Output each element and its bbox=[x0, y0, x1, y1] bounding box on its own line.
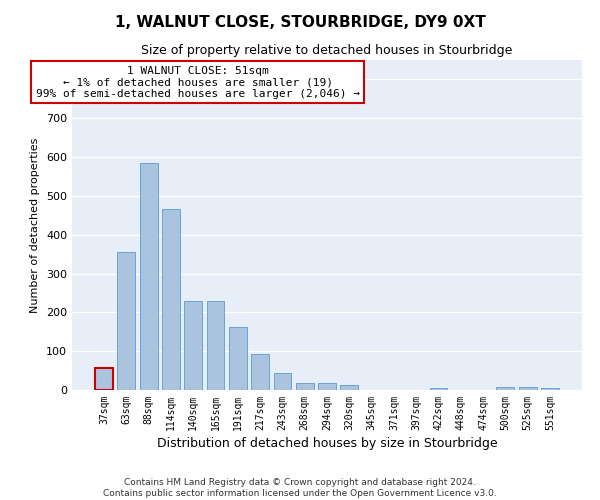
Bar bbox=[518, 386, 536, 390]
Bar bbox=[229, 326, 247, 390]
Bar bbox=[206, 300, 224, 390]
Bar bbox=[496, 386, 514, 390]
Bar bbox=[184, 300, 202, 390]
X-axis label: Distribution of detached houses by size in Stourbridge: Distribution of detached houses by size … bbox=[157, 437, 497, 450]
Bar bbox=[340, 386, 358, 390]
Bar bbox=[296, 383, 314, 390]
Bar bbox=[140, 163, 158, 390]
Bar bbox=[274, 372, 292, 390]
Bar bbox=[95, 368, 113, 390]
Bar bbox=[118, 252, 136, 390]
Bar bbox=[251, 354, 269, 390]
Bar bbox=[162, 210, 180, 390]
Text: 1, WALNUT CLOSE, STOURBRIDGE, DY9 0XT: 1, WALNUT CLOSE, STOURBRIDGE, DY9 0XT bbox=[115, 15, 485, 30]
Bar bbox=[430, 388, 448, 390]
Title: Size of property relative to detached houses in Stourbridge: Size of property relative to detached ho… bbox=[142, 44, 512, 58]
Y-axis label: Number of detached properties: Number of detached properties bbox=[31, 138, 40, 312]
Text: Contains HM Land Registry data © Crown copyright and database right 2024.
Contai: Contains HM Land Registry data © Crown c… bbox=[103, 478, 497, 498]
Bar bbox=[541, 388, 559, 390]
Bar bbox=[318, 384, 336, 390]
Text: 1 WALNUT CLOSE: 51sqm
← 1% of detached houses are smaller (19)
99% of semi-detac: 1 WALNUT CLOSE: 51sqm ← 1% of detached h… bbox=[36, 66, 360, 99]
